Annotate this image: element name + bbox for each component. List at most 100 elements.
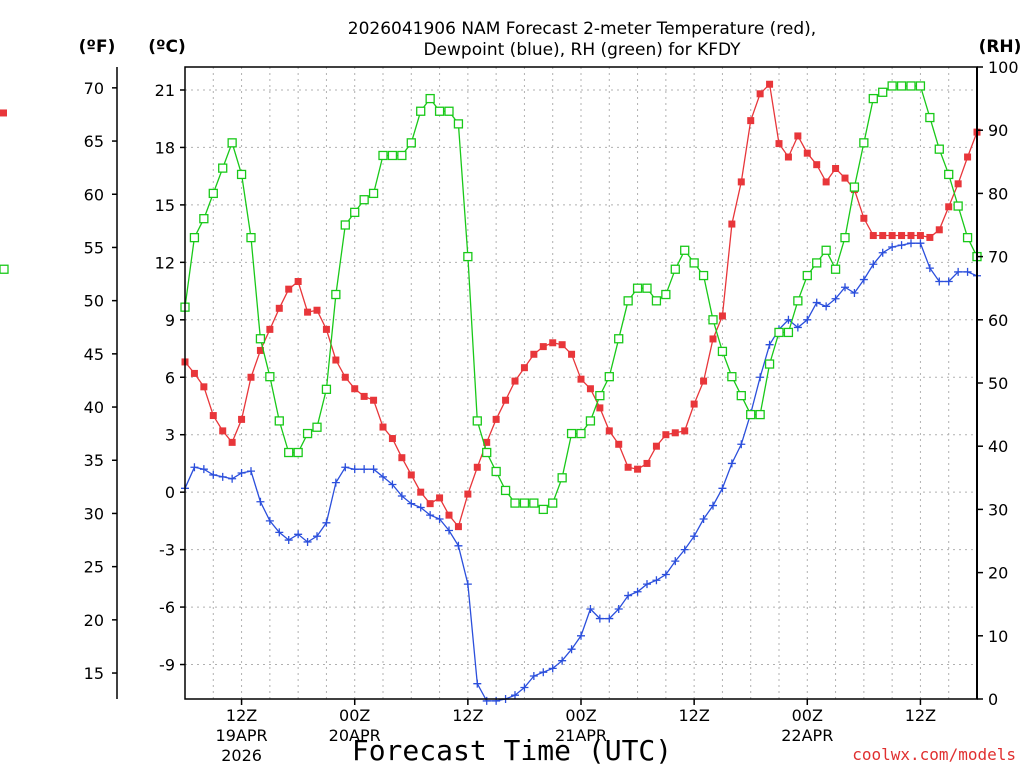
rh-point — [868, 93, 878, 104]
temperature-point — [879, 232, 887, 240]
f-tick-label: 25 — [84, 558, 104, 577]
temperature-point — [718, 312, 726, 320]
temperature-point — [568, 350, 576, 358]
dewpoint-point — [690, 532, 699, 541]
temperature-point — [454, 523, 462, 531]
temperature-point — [624, 463, 632, 471]
rh-tick-label: 40 — [988, 437, 1008, 456]
temperature-point — [813, 161, 821, 169]
temperature-point — [615, 440, 623, 448]
temperature-point — [304, 308, 312, 316]
rh-point — [368, 188, 379, 199]
rh-point — [548, 498, 558, 508]
temperature-point — [322, 325, 330, 333]
temperature-point — [332, 356, 340, 364]
rh-point — [331, 289, 341, 300]
grid — [185, 67, 977, 699]
rh-point — [416, 106, 426, 116]
x-year-label: 2026 — [221, 746, 262, 765]
temperature-point — [652, 442, 660, 450]
rh-point — [680, 245, 690, 255]
dewpoint-point — [247, 467, 255, 476]
c-tick-label: 18 — [155, 138, 175, 157]
temperature-point — [398, 454, 406, 462]
dewpoint-point — [822, 302, 831, 311]
rh-point — [0, 264, 9, 274]
rh-point — [208, 188, 218, 199]
temperature-point — [832, 165, 840, 173]
dewpoint-point — [803, 315, 812, 324]
rh-point — [708, 315, 718, 325]
temperature-point — [935, 226, 943, 234]
temperature-point — [596, 404, 604, 412]
rh-tick-label: 30 — [988, 500, 1008, 519]
rh-point — [906, 81, 916, 91]
dewpoint-point — [680, 545, 689, 554]
temperature-point — [728, 220, 736, 228]
rh-point — [830, 264, 841, 274]
dewpoint-point — [756, 373, 765, 382]
dewpoint-point — [379, 472, 387, 481]
c-tick-label: 0 — [165, 483, 175, 502]
c-tick-label: 15 — [155, 196, 175, 215]
dewpoint-point — [963, 267, 972, 276]
rh-point — [189, 232, 200, 243]
dewpoint-point — [577, 631, 585, 640]
dewpoint-point — [661, 570, 670, 579]
rh-tick-label: 60 — [988, 311, 1008, 330]
dewpoint-point — [831, 294, 840, 303]
rh-point — [491, 466, 501, 477]
temperature-point — [916, 232, 924, 240]
dewpoint-point — [709, 501, 717, 510]
x-date-label: 21APR — [555, 726, 607, 745]
temperature-point — [803, 149, 811, 157]
rh-point — [887, 81, 897, 91]
temperature-point — [634, 465, 642, 473]
rh-point — [387, 150, 398, 161]
c-tick-label: 6 — [165, 368, 175, 387]
temperature-point — [238, 415, 246, 423]
dewpoint-point — [331, 478, 340, 487]
dewpoint-point — [850, 288, 859, 297]
temperature-point — [285, 285, 293, 293]
temperature-point — [643, 459, 651, 467]
dewpoint-point — [237, 469, 246, 478]
dewpoint-point — [228, 474, 237, 483]
dewpoint-point — [539, 668, 548, 677]
temperature-point — [709, 335, 717, 343]
dewpoint-point — [878, 248, 887, 257]
rh-point — [925, 112, 935, 123]
temperature-point — [341, 373, 349, 381]
temperature-point — [681, 427, 689, 435]
dewpoint-point — [492, 696, 501, 705]
dewpoint-point — [567, 645, 576, 654]
rh-point — [812, 258, 822, 268]
dewpoint-point — [624, 591, 633, 600]
rh-point — [218, 163, 228, 173]
temperature-point — [360, 392, 368, 400]
dewpoint-point — [388, 480, 397, 489]
dewpoint-point — [360, 465, 369, 474]
dewpoint-point — [897, 241, 906, 250]
rh-point — [614, 334, 624, 344]
chart-title-line-1: 2026041906 NAM Forecast 2-meter Temperat… — [348, 19, 816, 39]
rh-point — [538, 504, 548, 515]
dewpoint-point — [907, 239, 915, 248]
x-date-label: 22APR — [781, 726, 833, 745]
dewpoint-point — [473, 679, 482, 688]
rh-point — [821, 245, 831, 255]
temperature-point — [256, 346, 264, 354]
rh-tick-label: 20 — [988, 564, 1008, 583]
dewpoint-point — [275, 528, 284, 537]
x-tick-label: 00Z — [565, 706, 596, 725]
dewpoint-point — [859, 275, 868, 284]
fahrenheit-unit-label: (ºF) — [79, 37, 116, 57]
rh-point — [623, 296, 633, 306]
dewpoint-point — [671, 557, 680, 566]
rh-point — [746, 409, 756, 420]
rh-point — [632, 283, 643, 293]
dewpoint-point — [341, 463, 350, 472]
fahrenheit-axis: 70 65 60 55 50 45 40 35 30 25 20 15 — [84, 79, 117, 683]
temperature-point — [275, 304, 283, 312]
